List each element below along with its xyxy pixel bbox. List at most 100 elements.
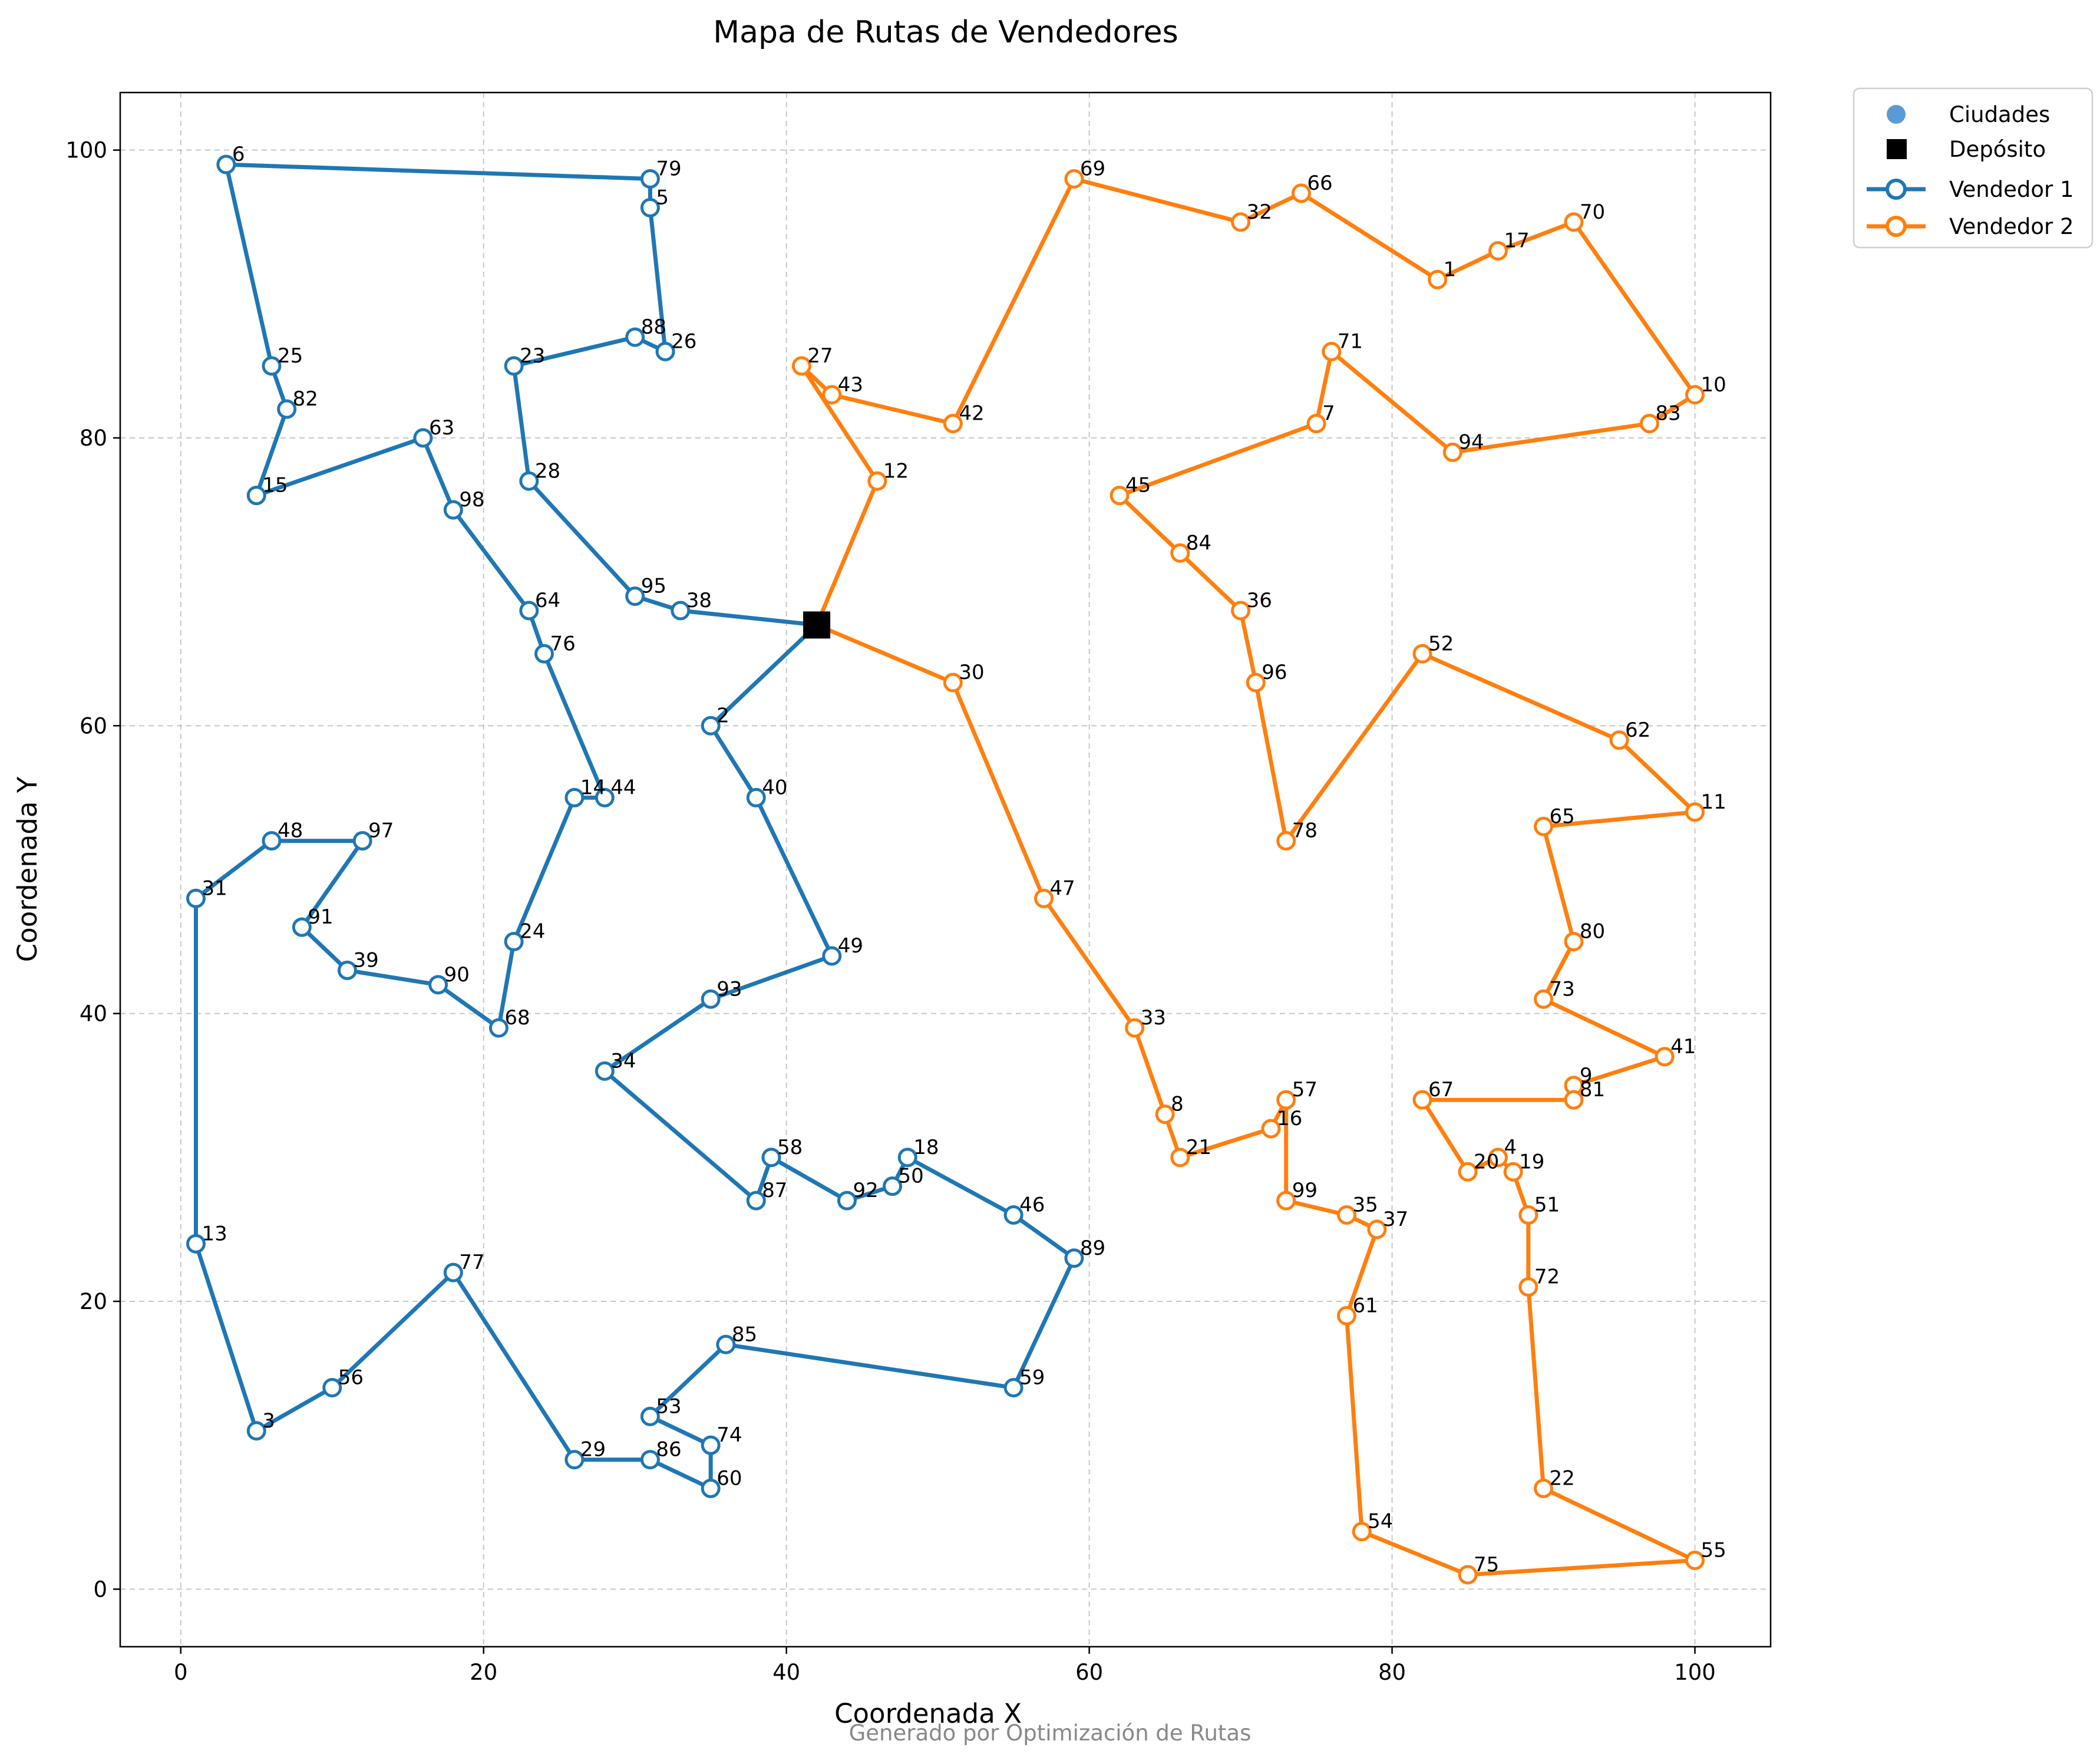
legend-cities-marker — [1887, 105, 1906, 124]
city-label: 41 — [1670, 1035, 1696, 1059]
city-label: 35 — [1352, 1193, 1378, 1217]
city-label: 31 — [202, 876, 227, 900]
city-point — [322, 1378, 342, 1397]
city-label: 45 — [1125, 474, 1151, 497]
city-point — [1034, 888, 1054, 908]
city-label: 75 — [1474, 1553, 1499, 1577]
city-label: 16 — [1277, 1107, 1302, 1130]
city-point — [1428, 269, 1448, 289]
y-tick-label: 40 — [80, 1001, 107, 1027]
city-point — [1064, 1248, 1084, 1268]
city-point — [640, 169, 660, 189]
city-label: 99 — [1292, 1179, 1318, 1202]
city-point — [1276, 1191, 1296, 1211]
city-point — [1276, 831, 1296, 851]
city-label: 62 — [1625, 718, 1650, 742]
city-point — [564, 1450, 585, 1470]
city-label: 27 — [807, 344, 833, 368]
city-label: 38 — [686, 589, 712, 612]
city-label: 33 — [1141, 1006, 1166, 1030]
x-tick-label: 60 — [1075, 1660, 1103, 1685]
city-label: 37 — [1383, 1208, 1408, 1231]
city-point — [1110, 486, 1130, 506]
city-label: 92 — [853, 1179, 878, 1202]
city-point — [292, 917, 312, 937]
city-point — [443, 1262, 463, 1282]
city-label: 47 — [1050, 876, 1075, 900]
city-label: 11 — [1701, 790, 1726, 814]
city-label: 80 — [1580, 920, 1605, 944]
city-label: 55 — [1701, 1539, 1726, 1562]
city-point — [943, 414, 963, 434]
city-point — [1412, 1090, 1432, 1110]
city-label: 49 — [838, 934, 863, 958]
legend: Ciudades Depósito Vendedor 1 Vendedor 2 — [1853, 87, 2094, 249]
city-label: 78 — [1292, 819, 1318, 843]
city-label: 84 — [1186, 531, 1211, 555]
city-point — [1685, 802, 1705, 822]
city-labels-layer: 1234567891011121314151617181920212223242… — [202, 143, 1726, 1577]
city-point — [761, 1148, 781, 1168]
city-label: 48 — [278, 819, 303, 843]
city-label: 26 — [671, 330, 696, 354]
city-point — [262, 831, 282, 851]
city-point — [701, 1435, 721, 1455]
city-point — [1503, 1162, 1523, 1182]
city-label: 1 — [1444, 258, 1457, 281]
city-point — [1685, 1551, 1705, 1570]
city-label: 12 — [883, 459, 909, 483]
x-axis-label: Coordenada X — [834, 1698, 1022, 1729]
city-point — [701, 989, 721, 1009]
city-label: 98 — [459, 488, 484, 512]
city-point — [443, 500, 463, 520]
city-point — [1291, 183, 1311, 203]
legend-seller1-label: Vendedor 1 — [1949, 177, 2074, 202]
city-point — [262, 356, 282, 376]
city-label: 72 — [1534, 1265, 1560, 1289]
city-point — [519, 471, 539, 491]
city-label: 51 — [1534, 1193, 1560, 1217]
city-point — [1261, 1119, 1281, 1139]
city-point — [504, 356, 524, 376]
x-tick-label: 80 — [1378, 1660, 1406, 1685]
depot-layer — [803, 611, 831, 639]
city-point — [413, 428, 433, 448]
city-label: 53 — [656, 1394, 681, 1418]
city-point — [867, 471, 887, 491]
city-point — [1564, 1090, 1584, 1110]
city-label: 39 — [353, 948, 378, 972]
city-point — [625, 586, 645, 606]
city-label: 25 — [278, 344, 303, 368]
legend-depot-marker — [1887, 139, 1907, 159]
city-label: 13 — [202, 1222, 227, 1245]
city-point — [1609, 730, 1629, 750]
city-point — [625, 327, 645, 347]
city-point — [1336, 1305, 1356, 1326]
city-points-layer — [186, 154, 1705, 1585]
city-label: 93 — [716, 977, 742, 1001]
city-point — [1170, 543, 1190, 563]
city-label: 81 — [1580, 1078, 1605, 1102]
city-label: 23 — [520, 344, 545, 368]
city-label: 65 — [1550, 804, 1575, 828]
city-point — [519, 601, 539, 621]
city-label: 18 — [913, 1136, 939, 1159]
city-label: 24 — [520, 920, 545, 944]
city-label: 20 — [1474, 1150, 1499, 1173]
plot-area — [120, 93, 1771, 1647]
city-point — [186, 1234, 206, 1254]
city-point — [1518, 1205, 1538, 1225]
city-point — [640, 197, 660, 217]
city-label: 74 — [716, 1423, 742, 1447]
city-point — [1488, 241, 1508, 261]
city-label: 44 — [610, 776, 636, 799]
y-tick-label: 80 — [80, 426, 107, 451]
city-point — [1276, 1090, 1296, 1110]
city-label: 79 — [656, 157, 681, 181]
city-label: 17 — [1504, 229, 1529, 253]
city-label: 89 — [1080, 1237, 1105, 1260]
city-point — [746, 1191, 766, 1211]
city-point — [1231, 601, 1251, 621]
city-label: 83 — [1655, 402, 1680, 426]
legend-seller2-label: Vendedor 2 — [1949, 214, 2074, 239]
